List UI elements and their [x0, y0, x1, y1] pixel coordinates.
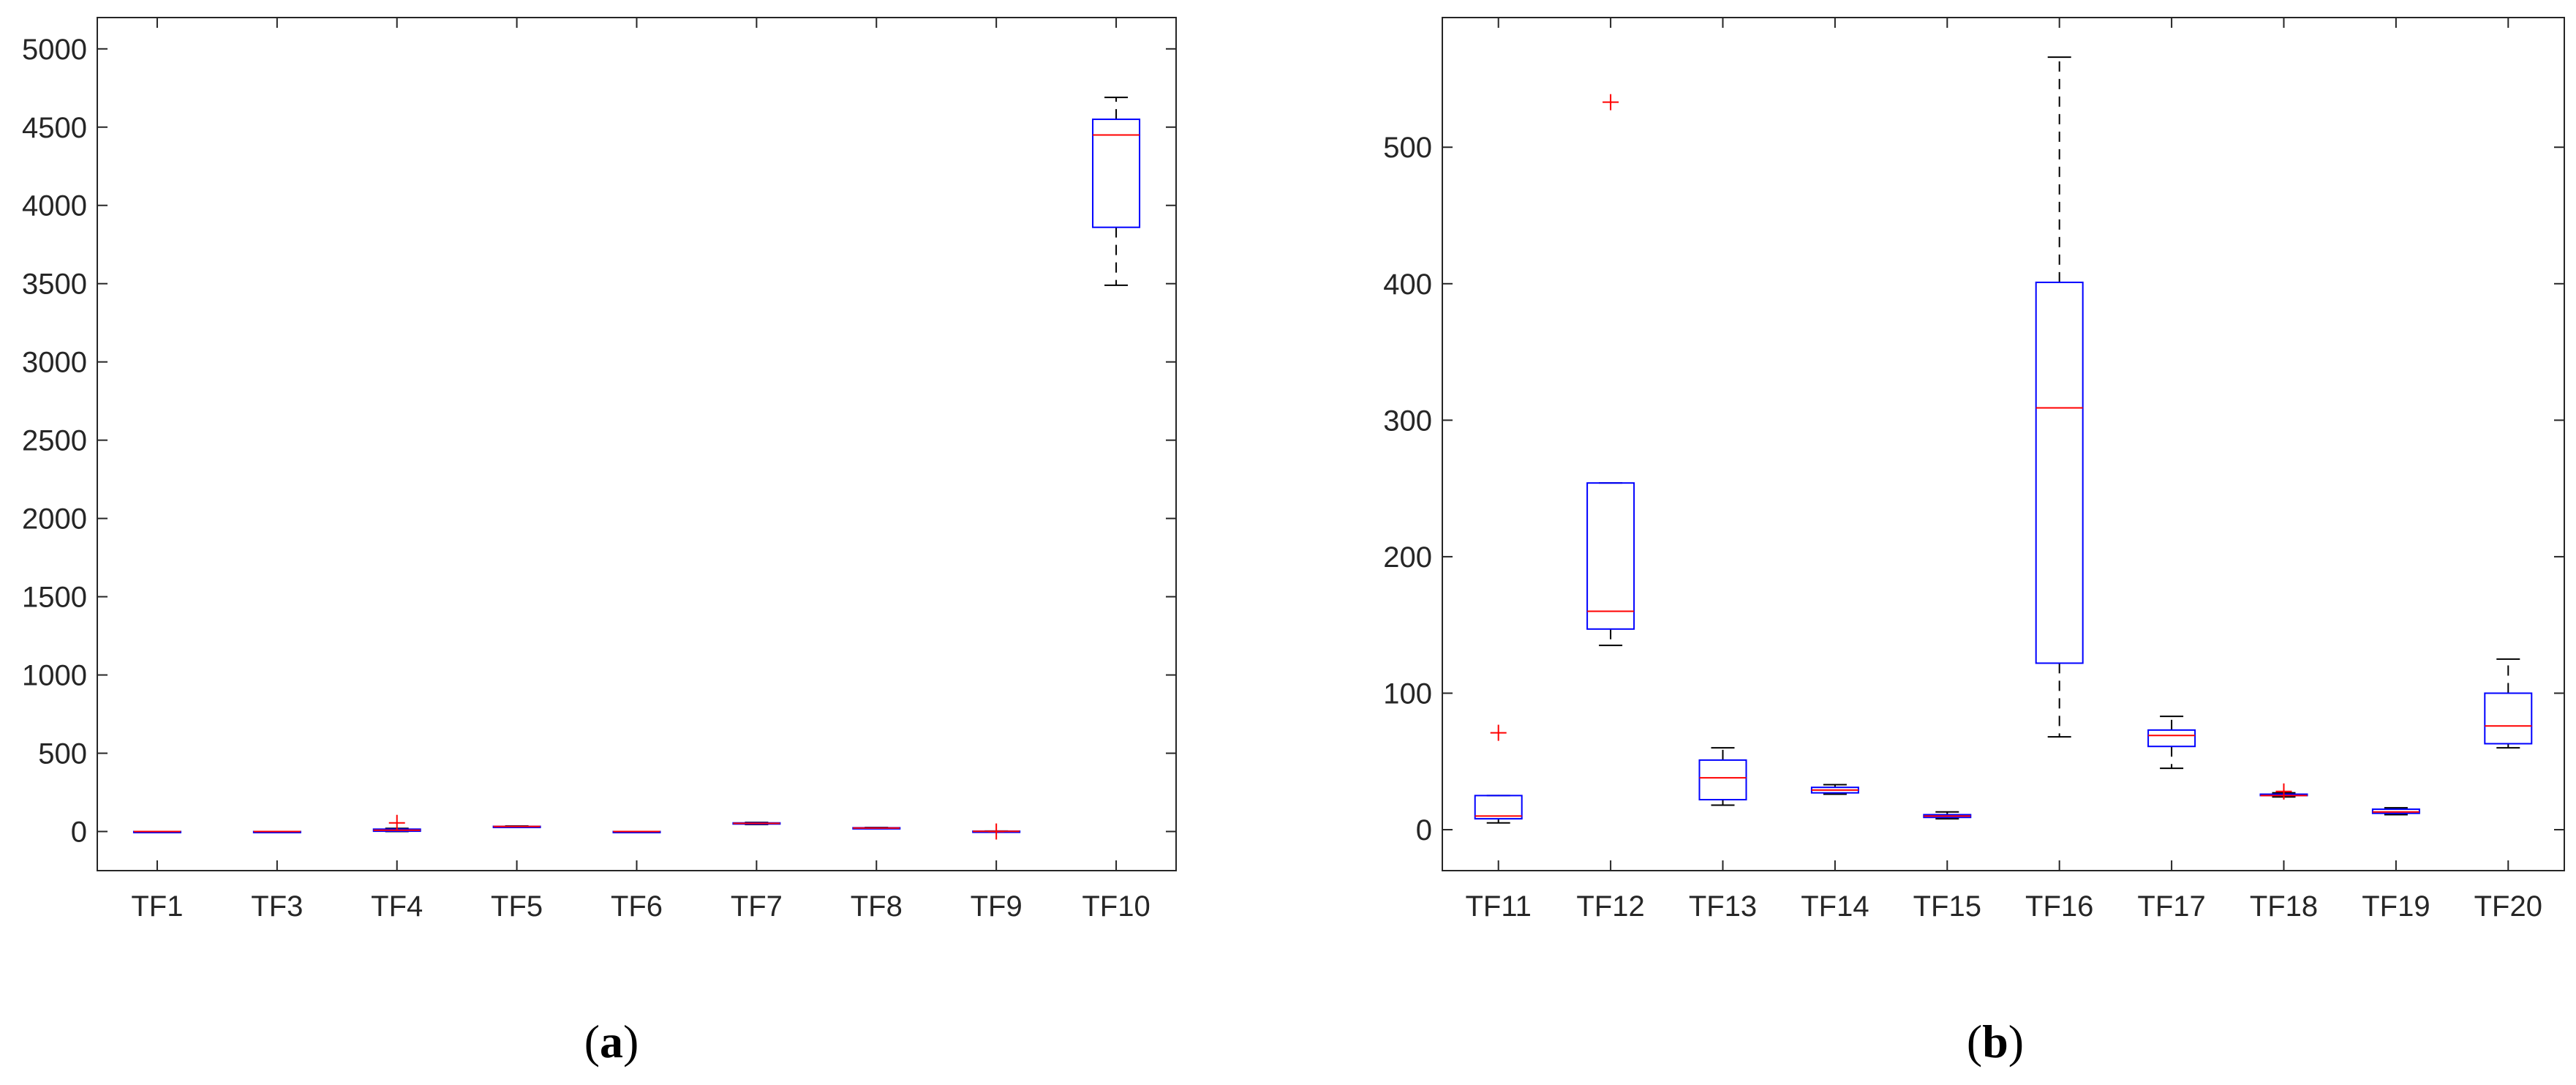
y-tick-label: 3500	[22, 269, 87, 301]
x-tick-label: TF10	[1082, 890, 1150, 923]
box-TF12	[1586, 94, 1635, 647]
x-tick-label: TF16	[2025, 890, 2093, 923]
box-TF17	[2147, 716, 2196, 770]
iqr-box	[2035, 281, 2084, 664]
y-tick-label: 200	[1383, 541, 1432, 574]
panel-b-caption: (b)	[1967, 1015, 2024, 1067]
box-TF6	[612, 830, 661, 834]
outlier-marker	[1490, 724, 1507, 741]
x-tick-label: TF14	[1801, 890, 1869, 923]
x-tick-label: TF12	[1576, 890, 1644, 923]
y-tick-label: 100	[1383, 677, 1432, 710]
panel-a-caption-letter: a	[600, 1015, 623, 1067]
y-tick-label: 4000	[22, 190, 87, 222]
panel-a-caption-open: (	[584, 1015, 600, 1067]
box-TF14	[1810, 784, 1859, 795]
box-TF16	[2035, 56, 2084, 738]
panel-b-caption-open: (	[1967, 1015, 1982, 1067]
box-TF13	[1698, 747, 1747, 806]
y-tick-label: 2000	[22, 503, 87, 536]
y-tick-label: 0	[1416, 814, 1432, 846]
box-TF4	[372, 814, 421, 833]
y-tick-label: 5000	[22, 34, 87, 66]
outlier-marker	[2275, 783, 2292, 800]
iqr-box	[2484, 692, 2533, 745]
y-tick-label: 300	[1383, 405, 1432, 437]
outlier-marker	[388, 814, 405, 831]
boxplot-panel-b: 0 100 200 300 400 500 TF11 TF12 TF13 TF14 TF15 TF16…	[1383, 17, 2565, 923]
y-tick-label: 500	[38, 738, 87, 770]
outlier-marker	[988, 823, 1005, 840]
iqr-box	[1474, 795, 1523, 820]
box-TF8	[852, 826, 901, 830]
x-tick-label: TF5	[491, 890, 543, 923]
iqr-box	[2147, 729, 2196, 748]
y-tick-label: 400	[1383, 269, 1432, 301]
y-tick-label: 0	[71, 816, 87, 849]
box-TF1	[132, 830, 181, 834]
x-tick-label: TF20	[2474, 890, 2542, 923]
x-tick-label: TF11	[1466, 890, 1532, 923]
box-TF5	[492, 825, 541, 828]
box-TF18	[2259, 783, 2308, 800]
axes-frame	[1442, 17, 2565, 871]
x-tick-label: TF9	[971, 890, 1023, 923]
x-tick-label: TF1	[131, 890, 183, 923]
y-tick-label: 1000	[22, 660, 87, 692]
x-tick-label: TF18	[2250, 890, 2318, 923]
panel-a-caption-close: )	[623, 1015, 639, 1067]
y-tick-label: 500	[1383, 132, 1432, 164]
box-TF9	[972, 823, 1021, 840]
x-tick-label: TF7	[731, 890, 783, 923]
x-tick-label: TF13	[1689, 890, 1757, 923]
panel-b-caption-close: )	[2008, 1015, 2024, 1067]
outlier-marker	[1603, 94, 1619, 110]
panel-a-caption: (a)	[584, 1015, 639, 1067]
iqr-box	[1092, 119, 1141, 228]
y-tick-label: 4500	[22, 112, 87, 144]
x-tick-label: TF6	[611, 890, 663, 923]
box-TF3	[252, 830, 301, 834]
axes-frame	[97, 17, 1177, 871]
x-tick-label: TF8	[851, 890, 903, 923]
panel-b-caption-letter: b	[1982, 1015, 2008, 1067]
iqr-box	[1586, 482, 1635, 630]
x-tick-label: TF15	[1913, 890, 1981, 923]
box-TF19	[2371, 807, 2420, 816]
box-TF11	[1474, 724, 1523, 824]
boxplot-panel-a: 0 500 1000 1500 2000 2500 3000 3500 4000 4500 5000…	[22, 17, 1177, 923]
y-tick-label: 2500	[22, 425, 87, 457]
x-tick-label: TF4	[371, 890, 423, 923]
box-TF20	[2484, 658, 2533, 749]
y-tick-label: 1500	[22, 582, 87, 614]
y-tick-label: 3000	[22, 347, 87, 379]
iqr-box	[1698, 759, 1747, 800]
x-tick-label: TF19	[2362, 890, 2430, 923]
x-tick-label: TF3	[251, 890, 303, 923]
x-tick-label: TF17	[2137, 890, 2205, 923]
box-TF7	[732, 822, 781, 825]
box-TF10	[1092, 97, 1141, 286]
box-TF15	[1923, 811, 1972, 820]
